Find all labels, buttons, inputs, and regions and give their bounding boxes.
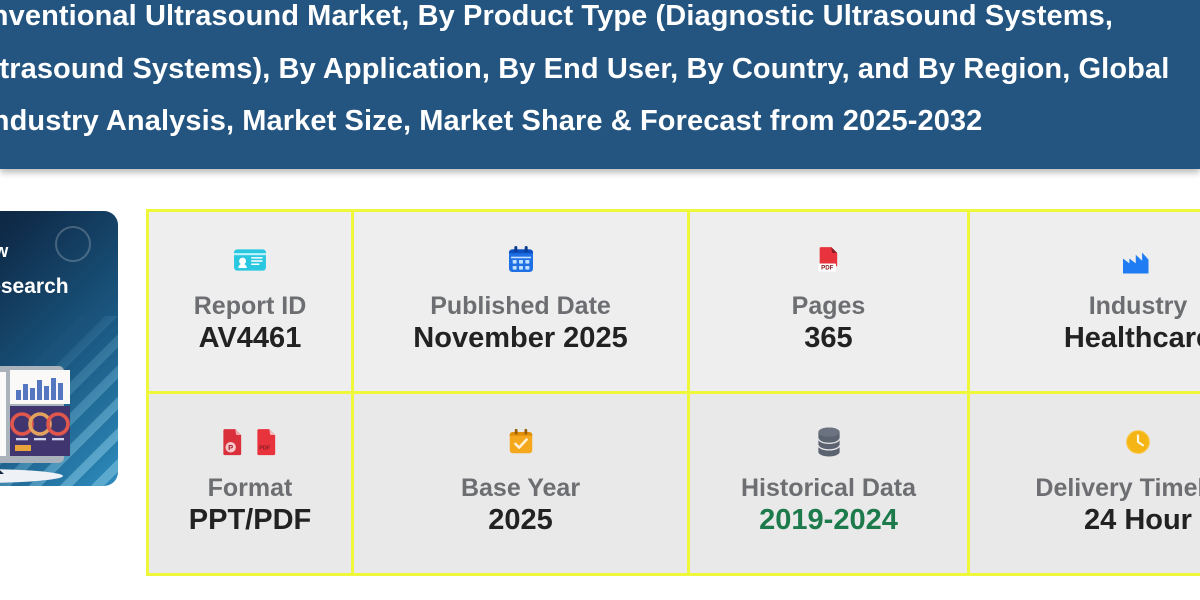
svg-text:PDF: PDF [259, 446, 271, 452]
svg-text:P: P [228, 443, 233, 452]
svg-text:PDF: PDF [821, 265, 833, 272]
